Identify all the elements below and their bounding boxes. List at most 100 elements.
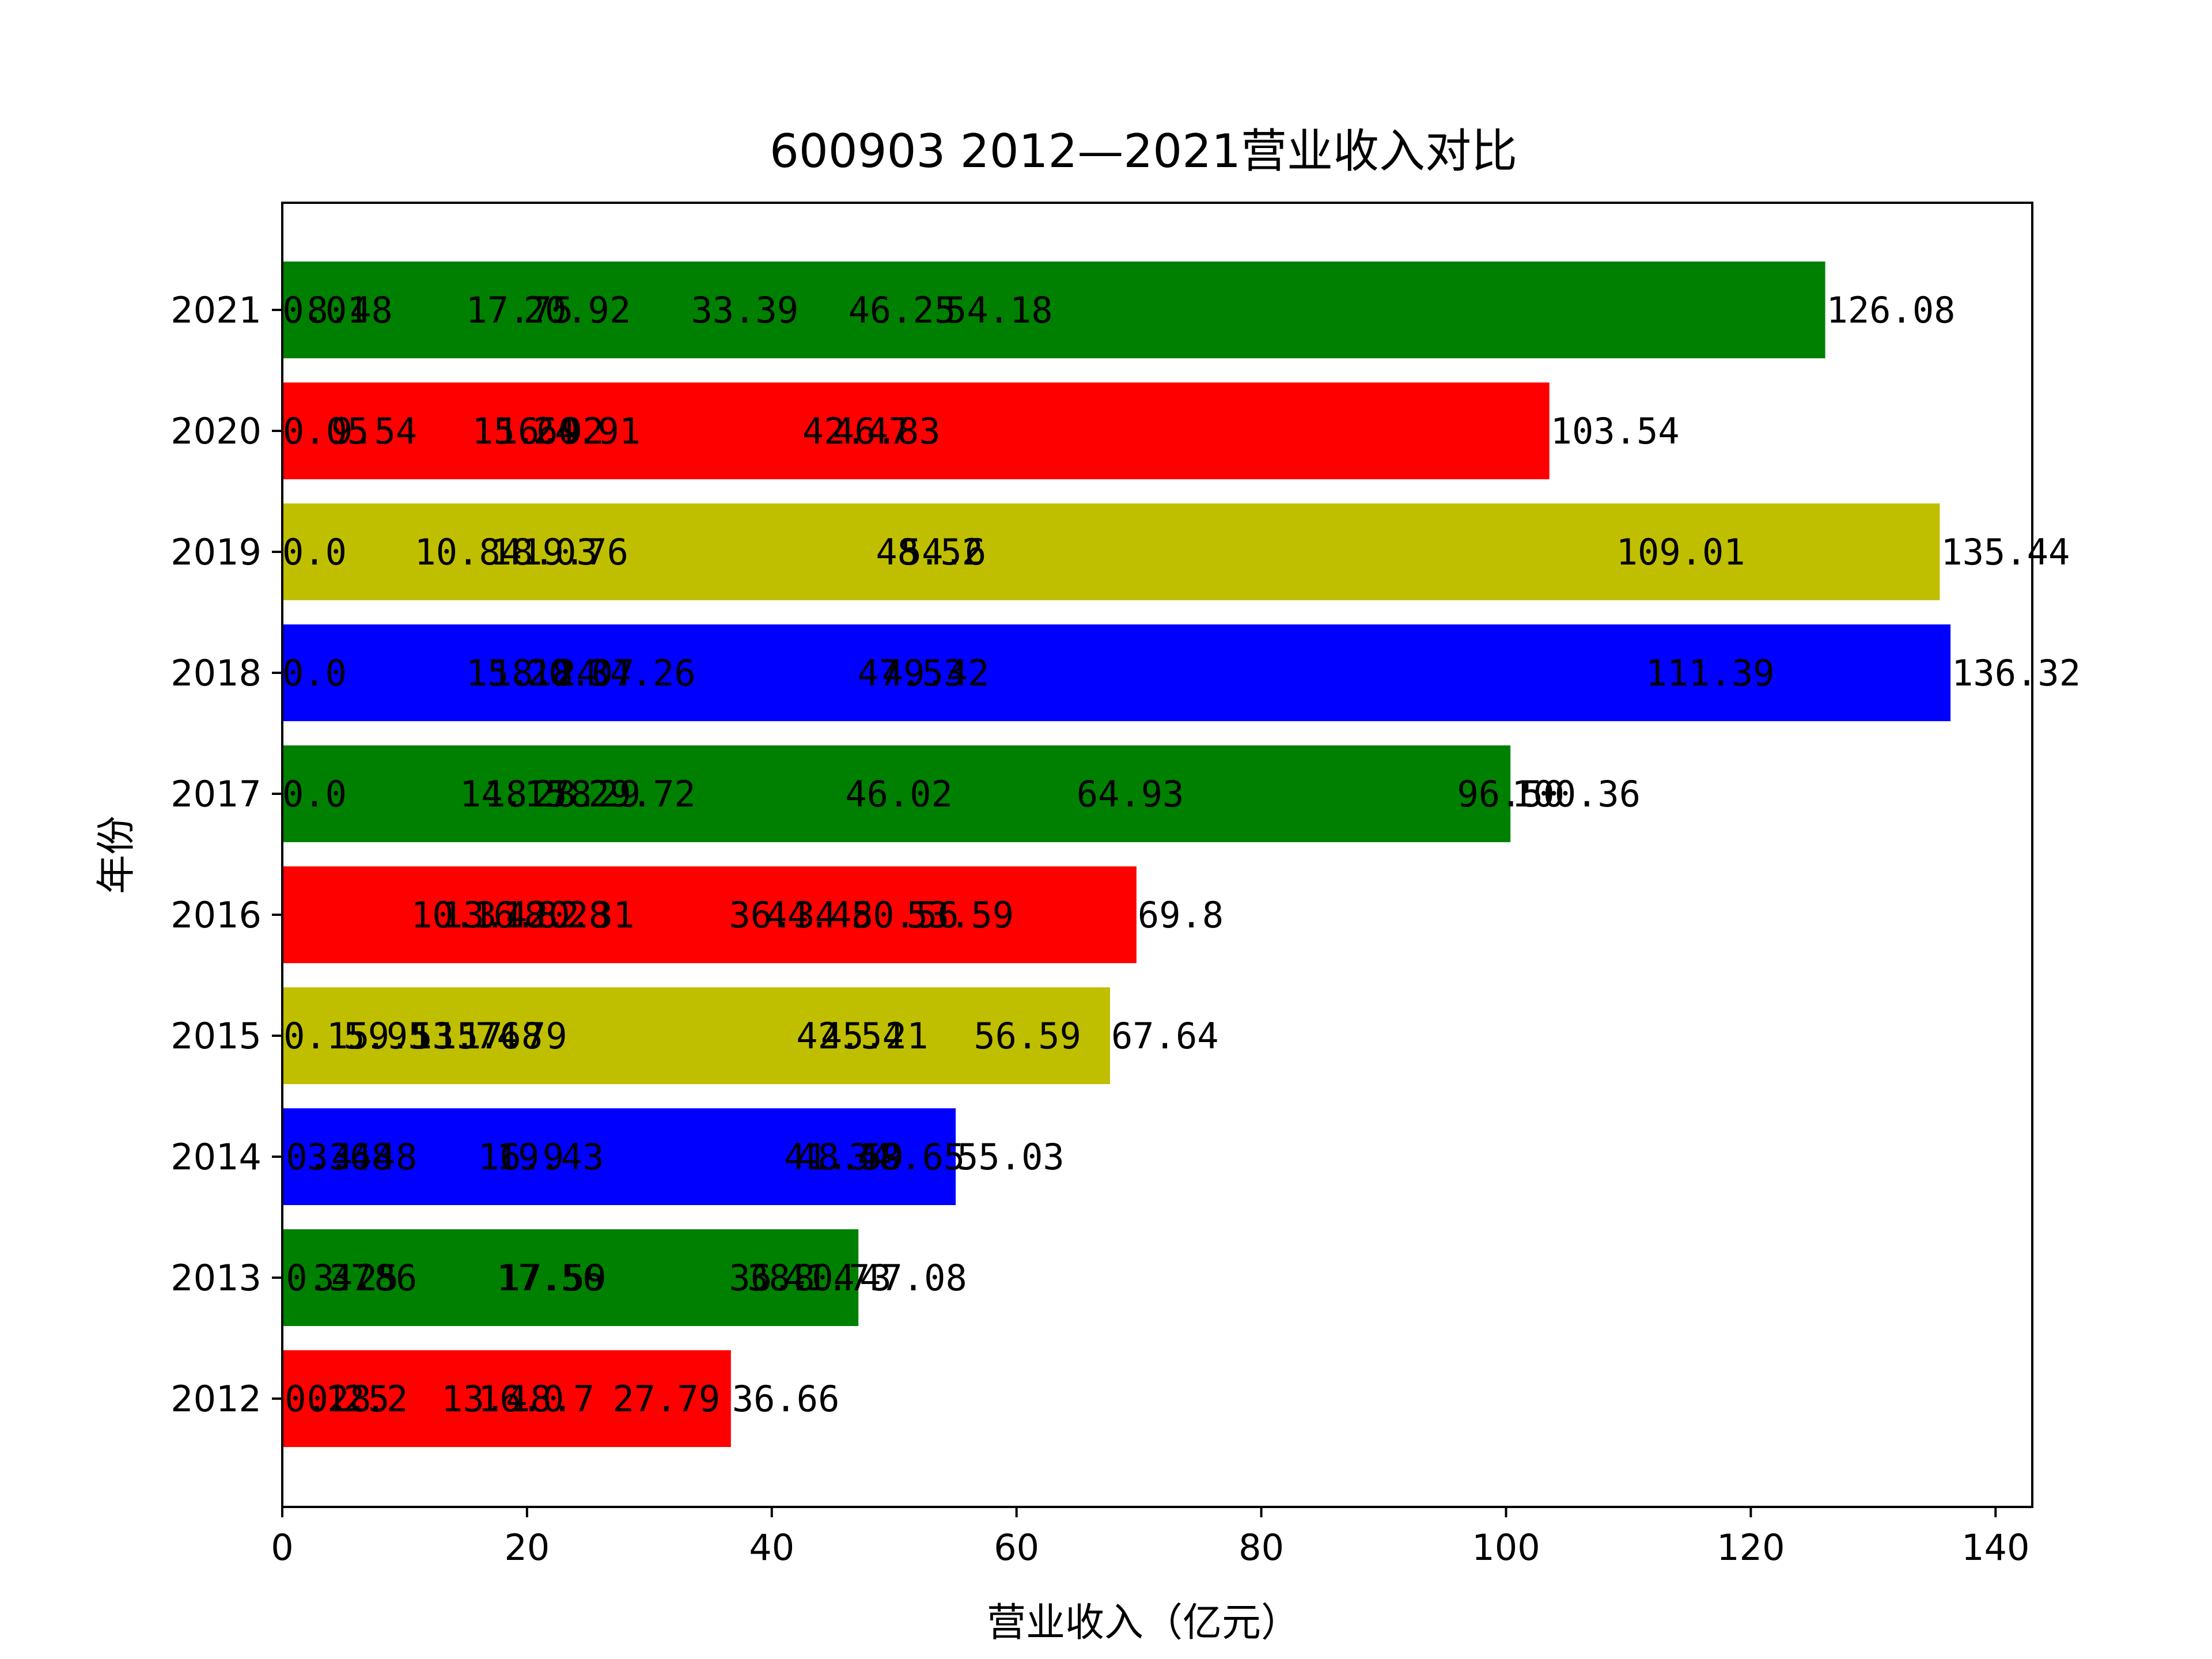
value-label-2019: 135.44 xyxy=(1941,531,2070,573)
segment-label-2015-3: 13.74 xyxy=(411,1015,518,1057)
value-label-2012: 36.66 xyxy=(732,1378,840,1420)
y-axis: 2012 2013 2014 2015 2016 2017 2018 2019 2020 2021 xyxy=(171,289,282,1420)
segment-label-2018-6: 49.42 xyxy=(882,652,990,694)
plot-frame xyxy=(281,202,2033,1508)
y-tick-label-2013: 2013 xyxy=(171,1257,262,1299)
segment-label-2020-1: 9.54 xyxy=(331,410,417,452)
bar-layer xyxy=(282,262,1951,1447)
segment-label-2017-7: 96.50 xyxy=(1457,773,1565,815)
y-tick-label-2019: 2019 xyxy=(171,531,262,573)
segment-label-2013-4: 17.59 xyxy=(499,1257,607,1299)
segment-label-2020-4: 24.91 xyxy=(533,410,641,452)
segment-label-2021-1: 8.48 xyxy=(306,289,392,331)
segment-label-2021-5: 46.25 xyxy=(849,289,956,331)
value-label-2014: 55.03 xyxy=(957,1136,1065,1178)
segment-label-2020-0: 0.05 xyxy=(283,410,369,452)
segment-label-2015-2: 9.53 xyxy=(368,1015,454,1057)
y-tick-label-2012: 2012 xyxy=(171,1378,262,1420)
x-tick-label-100: 100 xyxy=(1472,1527,1540,1569)
segment-label-2014-1: 3.68 xyxy=(306,1136,392,1178)
segment-label-2017-6: 64.93 xyxy=(1077,773,1184,815)
bar-2021 xyxy=(282,262,1825,358)
segment-label-2020-6: 46.83 xyxy=(833,410,941,452)
y-tick-label-2021: 2021 xyxy=(171,289,262,331)
segment-label-2019-5: 54.6 xyxy=(900,531,986,573)
segment-label-2017-5: 46.02 xyxy=(845,773,953,815)
segment-label-2017-0: 0.0 xyxy=(282,773,347,815)
segment-label-2013-5: 36.8 xyxy=(729,1257,815,1299)
x-tick-label-0: 0 xyxy=(271,1527,293,1569)
y-tick-label-2016: 2016 xyxy=(171,894,262,936)
segment-label-2016-8: 53.59 xyxy=(906,894,1014,936)
segment-label-2017-2: 18.78 xyxy=(484,773,592,815)
x-tick-label-120: 120 xyxy=(1717,1527,1785,1569)
x-tick-label-40: 40 xyxy=(749,1527,794,1569)
segment-label-2021-4: 33.39 xyxy=(691,289,799,331)
segment-label-2013-2: 4.86 xyxy=(331,1257,417,1299)
segment-label-2017-3: 28.29 xyxy=(533,773,641,815)
segment-label-2015-1: 5.95 xyxy=(343,1015,429,1057)
segment-label-2017-4: 29.72 xyxy=(588,773,696,815)
segment-label-2015-8: 56.59 xyxy=(974,1015,1081,1057)
value-label-2016: 69.8 xyxy=(1138,894,1224,936)
segment-label-2014-3: 16.9 xyxy=(478,1136,564,1178)
segment-label-2013-6: 38.04 xyxy=(747,1257,855,1299)
segment-label-2020-5: 42.47 xyxy=(802,410,910,452)
segment-label-2016-2: 16.82 xyxy=(472,894,579,936)
segment-label-2019-1: 10.84 xyxy=(414,531,522,573)
chart-title: 600903 2012—2021营业收入对比 xyxy=(770,124,1517,178)
bar-2015 xyxy=(282,987,1110,1084)
segment-label-2015-6: 42.54 xyxy=(796,1015,904,1057)
segment-label-2014-7: 48.65 xyxy=(858,1136,965,1178)
value-label-2020: 103.54 xyxy=(1551,410,1680,452)
x-tick-label-20: 20 xyxy=(504,1527,550,1569)
segment-label-2016-3: 18.28 xyxy=(502,894,610,936)
segment-label-2018-4: 34.26 xyxy=(588,652,696,694)
bar-2020 xyxy=(282,382,1550,479)
segment-label-2015-4: 15.68 xyxy=(435,1015,543,1057)
segment-label-2012-2: 1.5 xyxy=(325,1378,389,1420)
segment-label-2018-0: 0.0 xyxy=(282,652,347,694)
segment-label-2012-1: 0.8 xyxy=(306,1378,371,1420)
segment-label-2016-5: 36.34 xyxy=(729,894,836,936)
segment-label-2019-6: 109.01 xyxy=(1616,531,1745,573)
value-label-2017: 100.36 xyxy=(1512,773,1641,815)
segment-label-2018-3: 20.07 xyxy=(527,652,635,694)
x-axis-label: 营业收入（亿元） xyxy=(987,1600,1300,1646)
segment-label-2014-2: 4.48 xyxy=(331,1136,417,1178)
x-axis: 0 20 40 60 80 100 120 140 xyxy=(271,1507,2029,1569)
segment-label-2020-2: 15.60 xyxy=(472,410,579,452)
segment-label-2018-5: 47.53 xyxy=(858,652,965,694)
segment-label-2012-0: 0.2 xyxy=(285,1378,349,1420)
segment-label-2017-1: 14.15 xyxy=(460,773,567,815)
segment-label-2015-5: 17.79 xyxy=(460,1015,567,1057)
segment-label-2021-2: 17.75 xyxy=(466,289,574,331)
segment-label-2016-0: 10.3 xyxy=(411,894,497,936)
segment-label-2014-4: 19.43 xyxy=(497,1136,604,1178)
value-label-2013: 47.08 xyxy=(859,1257,967,1299)
segment-label-2014-6: 48.59 xyxy=(796,1136,904,1178)
segment-label-2012-5: 16.0 xyxy=(478,1378,564,1420)
segment-label-2019-0: 0.0 xyxy=(282,531,347,573)
bar-2018 xyxy=(282,624,1951,721)
segment-label-2012-7: 27.79 xyxy=(613,1378,721,1420)
segment-label-2013-3: 17.56 xyxy=(497,1257,604,1299)
segment-label-2020-3: 16.92 xyxy=(497,410,604,452)
bar-2017 xyxy=(282,745,1511,842)
segment-label-2021-3: 20.92 xyxy=(524,289,631,331)
y-axis-label: 年份 xyxy=(94,816,139,894)
bar-2012 xyxy=(282,1350,731,1447)
x-tick-label-80: 80 xyxy=(1238,1527,1284,1569)
segment-label-2019-2: 18.03 xyxy=(490,531,598,573)
segment-label-2019-4: 48.52 xyxy=(876,531,983,573)
bar-2016 xyxy=(282,866,1137,963)
y-tick-label-2020: 2020 xyxy=(171,410,262,452)
bar-2013 xyxy=(282,1229,859,1326)
segment-label-2013-0: 0.37 xyxy=(286,1257,372,1299)
value-label-2018: 136.32 xyxy=(1952,652,2081,694)
segment-label-2018-7: 111.39 xyxy=(1646,652,1775,694)
segment-label-2014-0: 0.34 xyxy=(286,1136,372,1178)
y-tick-label-2015: 2015 xyxy=(171,1015,262,1057)
segment-label-2013-7: 41.73 xyxy=(784,1257,892,1299)
